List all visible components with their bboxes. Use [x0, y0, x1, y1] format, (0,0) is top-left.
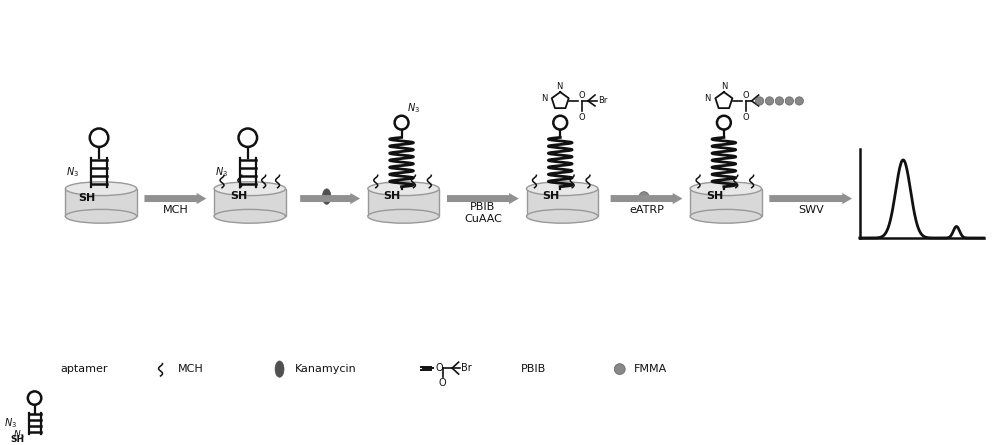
Ellipse shape — [65, 182, 137, 196]
Polygon shape — [65, 189, 137, 216]
Text: PBIB: PBIB — [521, 364, 546, 374]
Text: MCH: MCH — [177, 364, 203, 374]
Circle shape — [785, 97, 794, 105]
Ellipse shape — [527, 210, 598, 223]
Circle shape — [755, 97, 764, 105]
Text: MCH: MCH — [163, 205, 188, 215]
Text: N: N — [705, 94, 711, 104]
Text: PBIB: PBIB — [470, 202, 495, 212]
Ellipse shape — [368, 182, 439, 196]
Ellipse shape — [527, 182, 598, 196]
Text: CuAAC: CuAAC — [464, 214, 502, 224]
Text: Br: Br — [461, 363, 471, 373]
Text: SH: SH — [542, 190, 560, 201]
Polygon shape — [368, 189, 439, 216]
Ellipse shape — [214, 210, 286, 223]
Text: O: O — [439, 378, 447, 388]
Circle shape — [795, 97, 803, 105]
Text: Br: Br — [598, 96, 607, 105]
Text: Kanamycin: Kanamycin — [294, 364, 356, 374]
Text: N$_3$: N$_3$ — [215, 165, 228, 179]
Text: O: O — [742, 92, 749, 101]
Text: FMMA: FMMA — [634, 364, 667, 374]
Circle shape — [775, 97, 784, 105]
Text: N$_3$: N$_3$ — [13, 428, 25, 441]
Text: N: N — [721, 81, 727, 91]
Text: O: O — [435, 363, 443, 373]
Polygon shape — [690, 189, 762, 216]
Circle shape — [614, 364, 625, 375]
Text: O: O — [579, 92, 585, 101]
Text: O: O — [579, 113, 585, 122]
Text: N: N — [557, 81, 563, 91]
Ellipse shape — [65, 210, 137, 223]
Text: SH: SH — [78, 193, 95, 202]
Ellipse shape — [368, 210, 439, 223]
Circle shape — [765, 97, 774, 105]
Text: N: N — [541, 94, 547, 104]
Polygon shape — [214, 189, 286, 216]
Text: N$_3$: N$_3$ — [4, 416, 17, 430]
Polygon shape — [527, 189, 598, 216]
Text: N$_3$: N$_3$ — [66, 165, 79, 179]
Text: SWV: SWV — [798, 205, 824, 215]
Text: SH: SH — [230, 190, 247, 201]
Circle shape — [639, 192, 649, 202]
Ellipse shape — [214, 182, 286, 196]
Text: SH: SH — [11, 435, 25, 444]
Text: eATRP: eATRP — [629, 205, 664, 215]
Ellipse shape — [690, 210, 762, 223]
Text: aptamer: aptamer — [60, 364, 108, 374]
Ellipse shape — [322, 189, 331, 204]
Text: SH: SH — [384, 190, 401, 201]
Text: N$_3$: N$_3$ — [407, 101, 421, 115]
Ellipse shape — [690, 182, 762, 196]
Text: O: O — [742, 113, 749, 122]
Ellipse shape — [275, 361, 284, 377]
Text: SH: SH — [706, 190, 723, 201]
